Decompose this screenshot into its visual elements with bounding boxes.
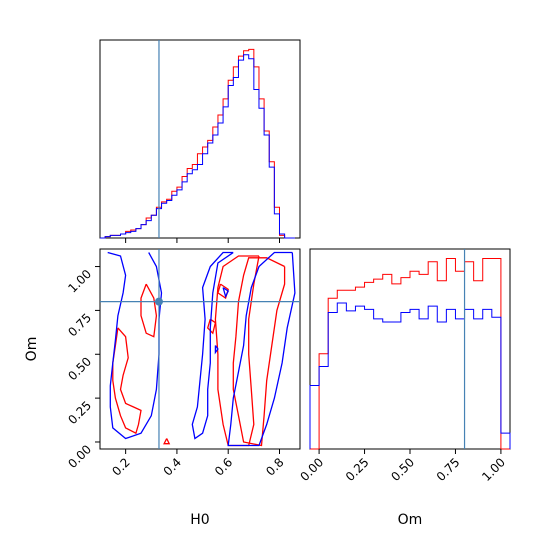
red-contour-1 [232, 257, 286, 447]
joint-frame [99, 248, 301, 450]
h0-histogram-ticks [125, 238, 280, 243]
om-x-tick-label-4: 1.00 [479, 455, 508, 484]
om-x-tick-label-1: 0.25 [343, 455, 372, 484]
om-x-axis-label: Om [398, 512, 423, 528]
joint-y-tick-label-0: 0.00 [65, 442, 94, 471]
joint-y-axis-label: Om [24, 337, 40, 362]
red-contour-6 [163, 438, 171, 445]
joint-contours [107, 251, 296, 447]
joint-y-tick-label-3: 0.75 [65, 311, 94, 340]
joint-x-tick-label-2: 0.6 [212, 455, 235, 478]
om-histogram-panel: 0.00 0.25 0.50 0.75 1.00 Om [297, 248, 511, 528]
red-contour-2 [217, 283, 229, 300]
red-contour-5 [140, 283, 158, 338]
joint-y-tick-label-1: 0.25 [65, 398, 94, 427]
om-histogram-frame [309, 248, 511, 450]
joint-truth-point [154, 297, 163, 306]
blue-contour-3 [222, 287, 230, 299]
om-x-tick-label-2: 0.50 [388, 455, 417, 484]
red-contour-0 [214, 255, 260, 447]
joint-x-tick-label-1: 0.4 [161, 455, 184, 478]
om-histogram-blue [309, 302, 511, 449]
joint-y-tick-label-2: 0.50 [65, 354, 94, 383]
om-x-ticks: 0.00 0.25 0.50 0.75 1.00 [297, 449, 508, 484]
joint-x-tick-label-0: 0.2 [109, 455, 132, 478]
om-histogram-red [310, 258, 510, 450]
blue-contour-4 [214, 345, 219, 355]
blue-contour-1 [191, 251, 234, 440]
om-x-tick-label-0: 0.00 [297, 455, 326, 484]
joint-contour-panel: 0.2 0.4 0.6 0.8 0.00 0.25 0.50 0.75 1.00 H0 Om [24, 248, 301, 528]
red-contour-3 [206, 318, 217, 335]
joint-y-ticks: 0.00 0.25 0.50 0.75 1.00 [65, 266, 100, 471]
h0-histogram-frame [99, 39, 301, 239]
h0-histogram-red [100, 48, 295, 239]
red-contour-4 [112, 327, 142, 435]
joint-x-axis-label: H0 [190, 512, 209, 528]
joint-y-tick-label-4: 1.00 [65, 267, 94, 296]
joint-x-ticks: 0.2 0.4 0.6 0.8 [109, 449, 287, 479]
h0-histogram-blue [100, 54, 295, 239]
blue-contour-0 [227, 251, 296, 447]
om-x-tick-label-3: 0.75 [434, 455, 463, 484]
h0-histogram-panel [99, 39, 301, 243]
joint-x-tick-label-3: 0.8 [263, 455, 286, 478]
